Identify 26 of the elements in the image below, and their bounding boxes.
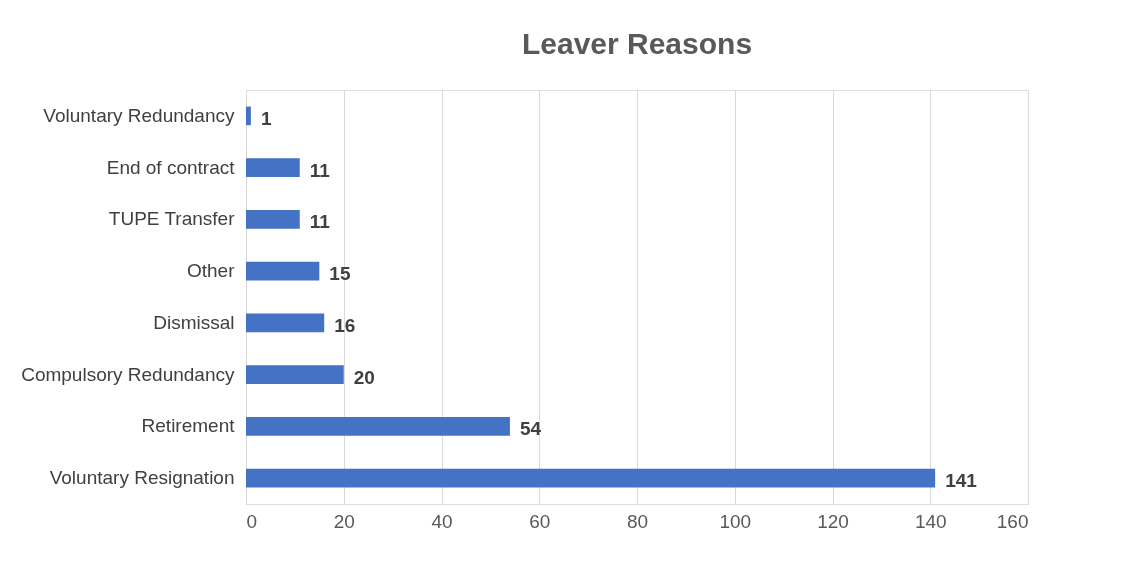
x-tick-label: 140	[914, 510, 947, 532]
y-tick-label: Retirement	[141, 415, 236, 437]
data-label: 11	[309, 211, 331, 233]
data-label: 16	[334, 314, 356, 336]
y-tick-label: TUPE Transfer	[108, 208, 236, 230]
chart-title: Leaver Reasons	[521, 27, 753, 60]
data-label: 15	[329, 263, 351, 285]
y-tick-label: End of contract	[106, 156, 236, 178]
data-label: 1	[260, 107, 272, 129]
y-tick-label: Other	[186, 260, 236, 282]
x-tick-label: 20	[333, 510, 355, 532]
x-tick-label: 0	[246, 510, 258, 532]
x-tick-label: 60	[529, 510, 551, 532]
data-label: 20	[353, 366, 375, 388]
x-tick-label: 100	[719, 510, 752, 532]
data-label: 141	[945, 470, 978, 492]
y-tick-label: Compulsory Redundancy	[21, 363, 235, 385]
x-tick-label: 120	[817, 510, 849, 532]
data-label: 11	[309, 159, 331, 181]
y-tick-label: Voluntary Resignation	[49, 467, 235, 489]
x-tick-label: 40	[431, 510, 453, 532]
x-tick-label: 160	[996, 510, 1029, 532]
data-label: 54	[519, 418, 542, 440]
y-tick-label: Dismissal	[153, 311, 235, 333]
y-tick-label: Voluntary Redundancy	[43, 104, 235, 126]
x-tick-label: 80	[626, 510, 649, 532]
